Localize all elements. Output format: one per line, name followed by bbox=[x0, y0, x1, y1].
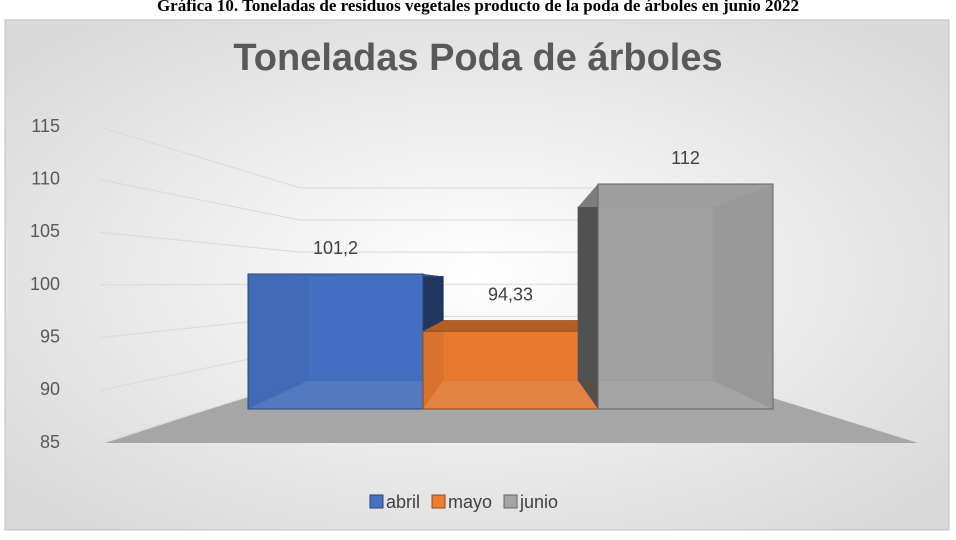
grid-line bbox=[99, 126, 715, 189]
bar bbox=[422, 330, 599, 410]
y-tick-label: 85 bbox=[40, 432, 60, 452]
y-tick-label: 110 bbox=[31, 168, 60, 188]
data-label: 94,33 bbox=[488, 284, 533, 304]
legend-swatch bbox=[369, 494, 384, 509]
legend-label: abril bbox=[386, 492, 420, 512]
legend-swatch bbox=[431, 494, 446, 509]
bar-left bbox=[578, 184, 598, 409]
legend: abril mayo junio bbox=[369, 492, 558, 512]
grid-line bbox=[99, 231, 715, 253]
y-tick-label: 105 bbox=[30, 221, 60, 241]
legend-label: mayo bbox=[448, 492, 492, 512]
data-label: 101,2 bbox=[313, 238, 358, 258]
legend-swatch bbox=[503, 494, 518, 509]
y-tick-label: 115 bbox=[31, 116, 60, 136]
bar bbox=[597, 183, 774, 410]
caption: Gráfica 10. Toneladas de residuos vegeta… bbox=[157, 0, 799, 15]
legend-label: junio bbox=[519, 492, 558, 512]
bar bbox=[247, 273, 424, 410]
bar-top bbox=[423, 320, 598, 332]
data-label: 112 bbox=[671, 148, 700, 168]
y-tick-label: 90 bbox=[40, 379, 60, 399]
chart-area bbox=[4, 19, 950, 531]
y-tick-label: 100 bbox=[30, 274, 60, 294]
grid-line bbox=[99, 179, 715, 221]
chart-title: Toneladas Poda de árboles bbox=[233, 37, 722, 79]
y-tick-label: 95 bbox=[40, 326, 60, 346]
